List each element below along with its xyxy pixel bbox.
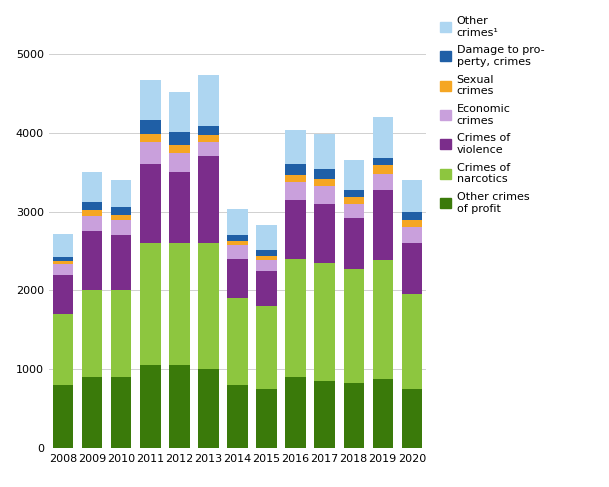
Bar	[227, 245, 248, 259]
Bar	[401, 389, 422, 448]
Bar	[111, 215, 132, 220]
Bar	[111, 220, 132, 235]
Bar	[111, 180, 132, 207]
Bar	[256, 225, 276, 250]
Bar	[373, 117, 393, 158]
Bar	[343, 189, 364, 197]
Bar	[286, 377, 306, 448]
Bar	[140, 80, 161, 120]
Bar	[53, 385, 74, 448]
Bar	[286, 200, 306, 259]
Bar	[343, 197, 364, 204]
Bar	[111, 290, 132, 377]
Bar	[314, 263, 335, 381]
Bar	[286, 131, 306, 164]
Bar	[401, 181, 422, 212]
Bar	[256, 261, 276, 271]
Bar	[343, 204, 364, 218]
Bar	[199, 135, 219, 142]
Bar	[169, 172, 189, 243]
Bar	[169, 243, 189, 365]
Bar	[401, 212, 422, 220]
Bar	[53, 314, 74, 385]
Bar	[401, 243, 422, 294]
Bar	[53, 264, 74, 275]
Bar	[199, 369, 219, 448]
Bar	[256, 271, 276, 306]
Bar	[169, 92, 189, 131]
Bar	[314, 179, 335, 187]
Legend: Other
crimes¹, Damage to pro-
perty, crimes, Sexual
crimes, Economic
crimes, Cri: Other crimes¹, Damage to pro- perty, cri…	[435, 12, 549, 218]
Bar	[169, 131, 189, 145]
Bar	[373, 174, 393, 189]
Bar	[227, 259, 248, 299]
Bar	[111, 207, 132, 215]
Bar	[140, 164, 161, 243]
Bar	[53, 257, 74, 261]
Bar	[401, 220, 422, 227]
Bar	[256, 306, 276, 389]
Bar	[53, 234, 74, 257]
Bar	[314, 169, 335, 179]
Bar	[140, 120, 161, 133]
Bar	[140, 243, 161, 365]
Bar	[53, 261, 74, 264]
Bar	[111, 235, 132, 290]
Bar	[401, 227, 422, 243]
Bar	[286, 164, 306, 175]
Bar	[256, 250, 276, 256]
Bar	[314, 187, 335, 204]
Bar	[286, 259, 306, 377]
Bar	[314, 134, 335, 169]
Bar	[199, 142, 219, 156]
Bar	[53, 275, 74, 314]
Bar	[256, 256, 276, 261]
Bar	[82, 210, 102, 216]
Bar	[227, 209, 248, 235]
Bar	[82, 231, 102, 290]
Bar	[373, 379, 393, 448]
Bar	[343, 218, 364, 269]
Bar	[343, 160, 364, 189]
Bar	[227, 241, 248, 245]
Bar	[199, 156, 219, 243]
Bar	[169, 145, 189, 152]
Bar	[82, 216, 102, 231]
Bar	[227, 385, 248, 448]
Bar	[111, 377, 132, 448]
Bar	[343, 269, 364, 383]
Bar	[256, 389, 276, 448]
Bar	[140, 133, 161, 142]
Bar	[314, 381, 335, 448]
Bar	[199, 126, 219, 135]
Bar	[401, 294, 422, 389]
Bar	[227, 299, 248, 385]
Bar	[140, 142, 161, 164]
Bar	[169, 365, 189, 448]
Bar	[82, 172, 102, 202]
Bar	[314, 204, 335, 263]
Bar	[82, 202, 102, 210]
Bar	[140, 365, 161, 448]
Bar	[373, 158, 393, 165]
Bar	[169, 152, 189, 172]
Bar	[286, 183, 306, 200]
Bar	[227, 235, 248, 241]
Bar	[82, 377, 102, 448]
Bar	[199, 243, 219, 369]
Bar	[373, 189, 393, 261]
Bar	[286, 175, 306, 183]
Bar	[82, 290, 102, 377]
Bar	[343, 383, 364, 448]
Bar	[373, 261, 393, 379]
Bar	[373, 165, 393, 174]
Bar	[199, 75, 219, 126]
